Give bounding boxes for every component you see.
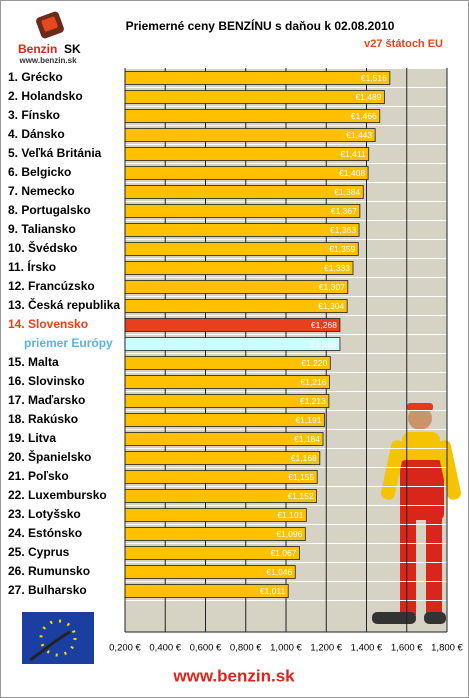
value-label: €1,067 — [270, 548, 296, 558]
category-label: 12. Francúzsko — [8, 279, 95, 293]
chart-subtitle: v27 štátoch EU — [364, 38, 443, 50]
value-label: €1,384 — [334, 187, 360, 197]
worker-figure — [372, 403, 461, 624]
bar — [124, 128, 376, 142]
category-label: 21. Poľsko — [8, 469, 69, 483]
bar — [124, 242, 359, 256]
category-label: 25. Cyprus — [8, 545, 70, 559]
bar — [124, 299, 348, 313]
value-label: €1,466 — [351, 111, 377, 121]
value-label: €1,184 — [294, 434, 320, 444]
footer-url: www.benzin.sk — [172, 666, 295, 685]
bar — [124, 318, 341, 332]
x-tick-label: 1,400 € — [351, 643, 383, 654]
category-label: 15. Malta — [8, 355, 59, 369]
x-tick-label: 0,200 € — [109, 643, 141, 654]
bar — [124, 394, 330, 408]
category-label: 19. Litva — [8, 431, 56, 445]
category-label: 4. Dánsko — [8, 127, 65, 141]
x-tick-label: 0,800 € — [230, 643, 262, 654]
category-label: 7. Nemecko — [8, 184, 75, 198]
logo-url: www.benzin.sk — [18, 56, 77, 65]
x-tick-label: 0,400 € — [149, 643, 181, 654]
x-tick-label: 1,200 € — [310, 643, 342, 654]
value-label: €1,363 — [330, 225, 356, 235]
value-label: €1,096 — [276, 529, 302, 539]
bar — [124, 204, 361, 218]
value-label: €1,216 — [300, 377, 326, 387]
bar — [124, 280, 349, 294]
value-label: €1,489 — [355, 92, 381, 102]
value-label: €1,268 — [311, 320, 337, 330]
value-label: €1,268 — [311, 339, 337, 349]
logo-brand: Benzin — [18, 42, 57, 56]
bar — [124, 71, 391, 85]
value-label: €1,304 — [318, 301, 344, 311]
category-label: 16. Slovinsko — [8, 374, 85, 388]
category-label: 6. Belgicko — [8, 165, 71, 179]
category-label: 18. Rakúsko — [8, 412, 78, 426]
x-tick-label: 1,000 € — [270, 643, 302, 654]
value-label: €1,046 — [266, 567, 292, 577]
value-label: €1,011 — [260, 586, 286, 596]
value-label: €1,101 — [277, 510, 303, 520]
category-label: 23. Lotyšsko — [8, 507, 81, 521]
value-label: €1,359 — [329, 244, 355, 254]
bar — [124, 147, 370, 161]
bar — [124, 375, 330, 389]
category-label: 5. Veľká Británia — [8, 146, 102, 160]
category-label: 1. Grécko — [8, 70, 63, 84]
x-tick-label: 1,800 € — [431, 643, 463, 654]
value-label: €1,367 — [331, 206, 357, 216]
bar — [124, 261, 354, 275]
category-label: 3. Fínsko — [8, 108, 60, 122]
bar — [124, 109, 381, 123]
category-label: 17. Maďarsko — [8, 393, 85, 407]
bar — [124, 185, 364, 199]
value-label: €1,408 — [339, 168, 365, 178]
category-label: 10. Švédsko — [8, 240, 77, 255]
category-label: 26. Rumunsko — [8, 564, 90, 578]
category-label: 24. Estónsko — [8, 526, 82, 540]
value-label: €1,168 — [291, 453, 317, 463]
x-tick-label: 1,600 € — [391, 643, 423, 654]
category-label: priemer Európy — [24, 336, 113, 350]
eu-flag — [22, 612, 94, 664]
value-label: €1,152 — [288, 491, 314, 501]
logo-country: SK — [64, 42, 81, 56]
category-label: 8. Portugalsko — [8, 203, 91, 217]
x-tick-label: 0,600 € — [190, 643, 222, 654]
value-label: €1,213 — [300, 396, 326, 406]
bar — [124, 356, 331, 370]
bar — [124, 337, 341, 351]
bar — [124, 166, 369, 180]
chart-title: Priemerné ceny BENZÍNU s daňou k 02.08.2… — [126, 18, 395, 33]
bar — [124, 223, 360, 237]
category-label: 2. Holandsko — [8, 89, 83, 103]
category-label: 22. Luxembursko — [8, 488, 107, 502]
category-label: 11. Írsko — [8, 259, 56, 274]
value-label: €1,333 — [324, 263, 350, 273]
bar — [124, 90, 385, 104]
logo: Benzin SK www.benzin.sk — [18, 11, 81, 65]
value-label: €1,191 — [295, 415, 321, 425]
category-label: 9. Taliansko — [8, 222, 76, 236]
value-label: €1,411 — [340, 149, 366, 159]
value-label: €1,220 — [301, 358, 327, 368]
value-label: €1,155 — [288, 472, 314, 482]
category-label: 13. Česká republika — [8, 297, 120, 312]
category-label: 20. Španielsko — [8, 449, 91, 464]
value-label: €1,516 — [361, 73, 387, 83]
value-label: €1,443 — [346, 130, 372, 140]
category-label: 27. Bulharsko — [8, 583, 87, 597]
value-label: €1,307 — [319, 282, 345, 292]
category-label: 14. Slovensko — [8, 317, 88, 331]
